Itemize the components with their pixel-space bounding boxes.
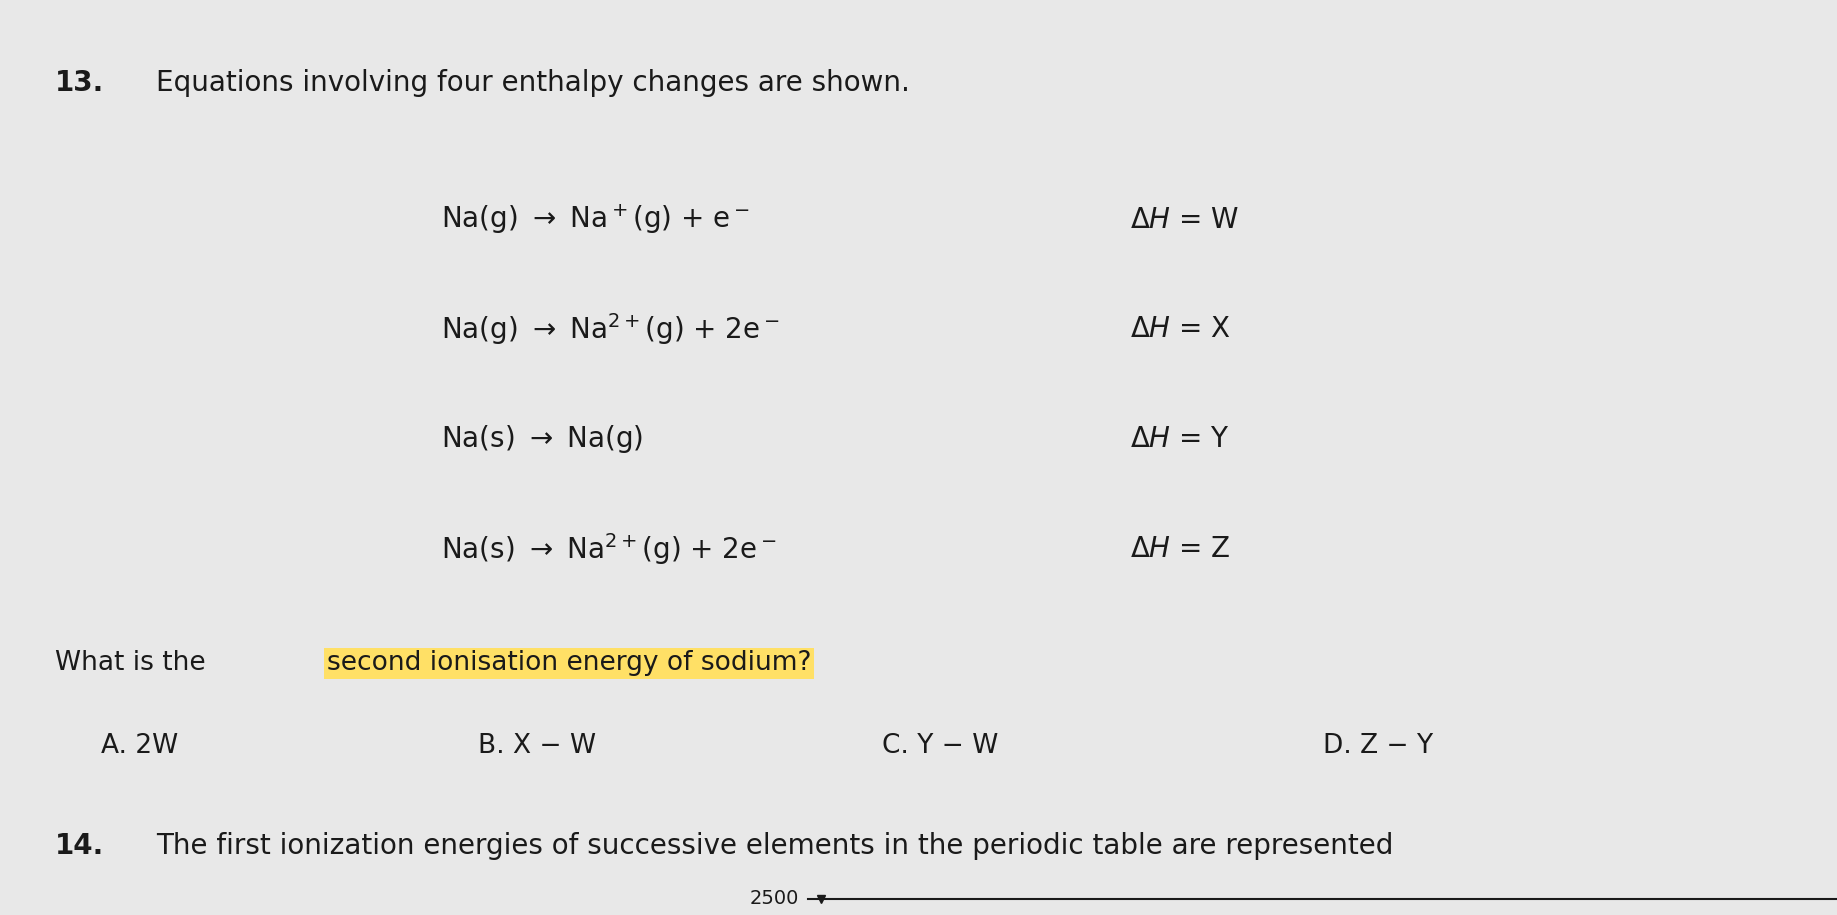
Text: 14.: 14. [55, 833, 105, 860]
Text: $\Delta H$ = Y: $\Delta H$ = Y [1130, 425, 1229, 453]
Text: Equations involving four enthalpy changes are shown.: Equations involving four enthalpy change… [156, 69, 909, 97]
Text: 13.: 13. [55, 69, 105, 97]
Text: $\Delta H$ = W: $\Delta H$ = W [1130, 206, 1238, 233]
Text: D. Z − Y: D. Z − Y [1323, 733, 1433, 759]
Text: B. X − W: B. X − W [478, 733, 595, 759]
Text: C. Y − W: C. Y − W [882, 733, 997, 759]
Text: Na(s) $\rightarrow$ Na$^{2+}$(g) + 2e$^-$: Na(s) $\rightarrow$ Na$^{2+}$(g) + 2e$^-… [441, 531, 777, 567]
Text: The first ionization energies of successive elements in the periodic table are r: The first ionization energies of success… [156, 833, 1394, 860]
Text: 2500: 2500 [749, 889, 799, 908]
Text: Na(g) $\rightarrow$ Na$^+$(g) + e$^-$: Na(g) $\rightarrow$ Na$^+$(g) + e$^-$ [441, 203, 749, 236]
Text: What is the: What is the [55, 651, 215, 676]
Text: second ionisation energy of sodium?: second ionisation energy of sodium? [327, 651, 812, 676]
Text: $\Delta H$ = Z: $\Delta H$ = Z [1130, 535, 1231, 563]
Text: Na(g) $\rightarrow$ Na$^{2+}$(g) + 2e$^-$: Na(g) $\rightarrow$ Na$^{2+}$(g) + 2e$^-… [441, 311, 781, 348]
Text: A. 2W: A. 2W [101, 733, 178, 759]
Text: $\Delta H$ = X: $\Delta H$ = X [1130, 316, 1231, 343]
Text: Na(s) $\rightarrow$ Na(g): Na(s) $\rightarrow$ Na(g) [441, 424, 643, 455]
